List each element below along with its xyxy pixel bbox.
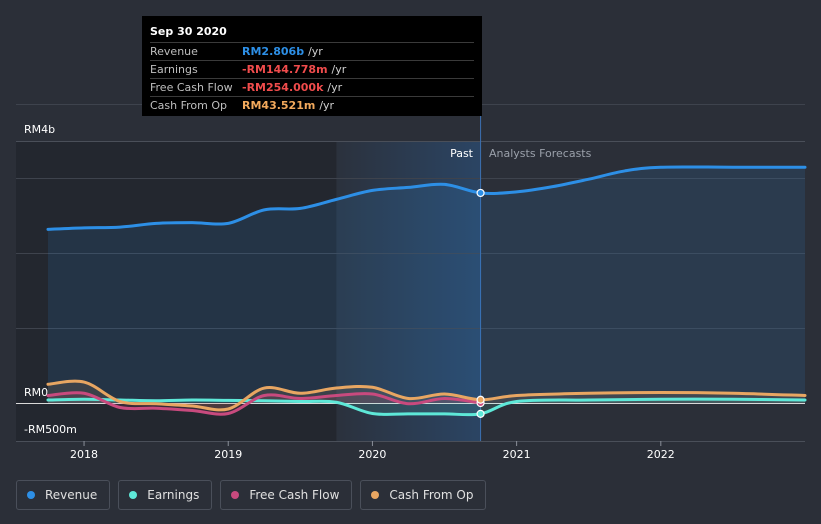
x-tick-label: 2019: [214, 448, 242, 461]
tooltip-value: -RM254.000k: [242, 81, 324, 94]
x-tick-label: 2018: [70, 448, 98, 461]
tooltip-date: Sep 30 2020: [150, 25, 227, 38]
legend-dot-icon: [27, 491, 35, 499]
tooltip-label: Free Cash Flow: [150, 81, 233, 94]
legend-label: Earnings: [147, 488, 200, 502]
tooltip-row-free-cash-flow: Free Cash Flow -RM254.000k /yr: [150, 78, 474, 96]
legend-item-cash-from-op[interactable]: Cash From Op: [360, 480, 487, 510]
tooltip-label: Earnings: [150, 63, 198, 76]
past-highlight-band: [336, 141, 481, 441]
tooltip-unit: /yr: [319, 99, 335, 112]
tooltip-unit: /yr: [327, 81, 343, 94]
cash-from-op-marker: [476, 395, 485, 404]
forecast-label: Analysts Forecasts: [489, 147, 592, 160]
tooltip-row-revenue: Revenue RM2.806b /yr: [150, 42, 474, 60]
revenue-line: [46, 165, 807, 231]
y-tick-label: -RM500m: [24, 423, 77, 436]
legend-label: Free Cash Flow: [249, 488, 340, 502]
revenue-marker: [476, 188, 485, 198]
x-tick-label: 2022: [647, 448, 675, 461]
earnings-area: [48, 399, 805, 415]
legend-dot-icon: [129, 491, 138, 499]
legend-dot-icon: [231, 491, 240, 499]
tooltip-unit: /yr: [331, 63, 347, 76]
legend-item-revenue[interactable]: Revenue: [16, 480, 111, 510]
legend: Revenue Earnings Free Cash Flow Cash Fro…: [16, 480, 487, 510]
x-tick-label: 2021: [503, 448, 531, 461]
legend-label: Revenue: [45, 488, 98, 502]
tooltip-row-earnings: Earnings -RM144.778m /yr: [150, 60, 474, 78]
revenue-area: [48, 166, 805, 403]
tooltip-value: -RM144.778m: [242, 63, 328, 76]
tooltip: Sep 30 2020 Revenue RM2.806b /yr Earning…: [142, 16, 482, 116]
earnings-line: [46, 397, 807, 417]
tooltip-label: Cash From Op: [150, 99, 228, 112]
x-tick-label: 2020: [358, 448, 386, 461]
tooltip-unit: /yr: [308, 45, 323, 58]
tooltip-value: RM43.521m: [242, 99, 316, 112]
legend-label: Cash From Op: [389, 488, 474, 502]
tooltip-value: RM2.806b: [242, 45, 305, 58]
past-label: Past: [450, 147, 474, 160]
tooltip-row-cash-from-op: Cash From Op RM43.521m /yr: [150, 96, 474, 114]
legend-item-earnings[interactable]: Earnings: [118, 480, 213, 510]
free-cash-flow-area: [48, 392, 481, 415]
cash-from-op-line: [46, 379, 807, 412]
cash-from-op-area: [48, 381, 805, 410]
legend-dot-icon: [371, 491, 380, 499]
free-cash-flow-line: [46, 391, 483, 416]
earnings-marker: [476, 409, 485, 418]
legend-item-free-cash-flow[interactable]: Free Cash Flow: [220, 480, 353, 510]
y-tick-label: RM4b: [24, 123, 55, 136]
tooltip-label: Revenue: [150, 45, 198, 58]
y-tick-label: RM0: [24, 386, 48, 399]
